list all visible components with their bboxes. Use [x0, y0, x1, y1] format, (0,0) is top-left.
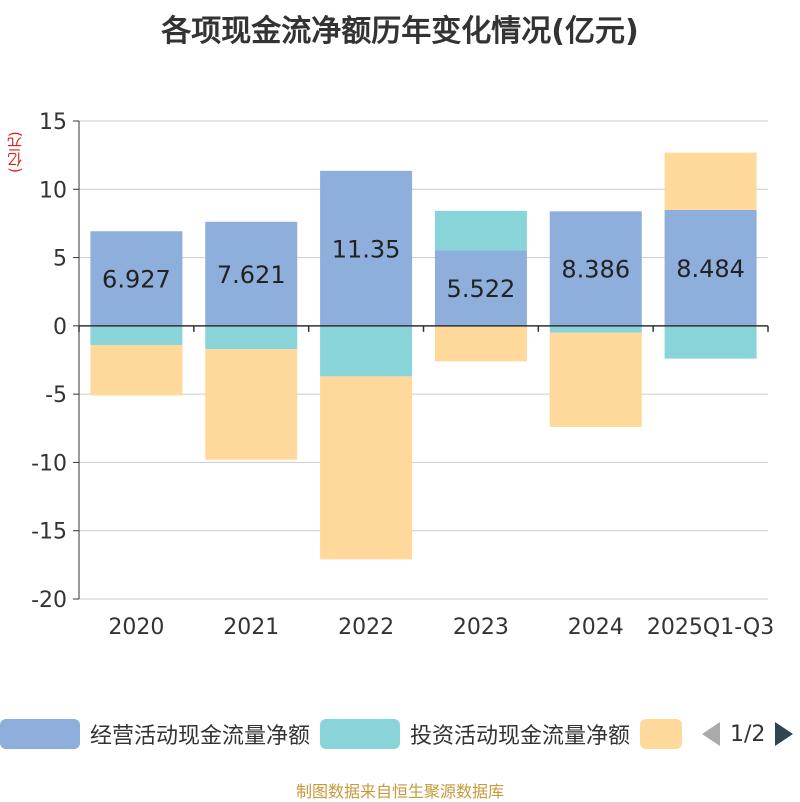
next-page-icon[interactable] — [773, 720, 795, 748]
y-tick-label: -20 — [31, 588, 67, 613]
legend-label-investing: 投资活动现金流量净额 — [410, 724, 631, 749]
legend-item-operating[interactable]: 经营活动现金流量净额 — [0, 712, 310, 756]
bar-筹资活动现金流量净额-2021 — [205, 349, 298, 460]
x-tick-label-2020: 2020 — [108, 615, 164, 640]
y-tick-label: -5 — [45, 383, 67, 408]
chart-title: 各项现金流净额历年变化情况(亿元) — [161, 14, 639, 49]
bar-经营活动现金流量净额-2022 — [320, 170, 413, 326]
bar-筹资活动现金流量净额-2022 — [320, 376, 413, 560]
y-tick-label: 0 — [53, 315, 67, 340]
x-tick-label-2021: 2021 — [223, 615, 279, 640]
y-tick-label: -15 — [31, 520, 67, 545]
data-label-2023: 5.522 — [447, 275, 516, 303]
data-label-2020: 6.927 — [102, 266, 171, 294]
data-label-2024: 8.386 — [561, 256, 630, 284]
bar-投资活动现金流量净额-2022 — [320, 325, 413, 377]
bar-投资活动现金流量净额-2025Q1-Q3 — [664, 325, 757, 359]
legend-swatch-operating — [0, 719, 80, 749]
y-tick-label: 5 — [53, 247, 67, 272]
data-label-2022: 11.35 — [332, 235, 401, 263]
bar-投资活动现金流量净额-2023 — [434, 210, 527, 251]
chart-area: 15 10 5 0 -5 -10 -15 -20 6.927 7.621 11.35 5.522 8.3… — [31, 110, 774, 640]
legend-swatch-financing — [640, 719, 682, 749]
bar-经营活动现金流量净额-2021 — [205, 221, 298, 326]
y-tick-label: 10 — [39, 178, 67, 203]
y-tick-label: -10 — [31, 451, 67, 476]
data-label-2021: 7.621 — [217, 261, 286, 289]
legend-item-investing[interactable]: 投资活动现金流量净额 — [320, 712, 630, 756]
bar-投资活动现金流量净额-2021 — [205, 325, 298, 350]
legend-label-operating: 经营活动现金流量净额 — [90, 724, 311, 749]
bar-经营活动现金流量净额-2024 — [549, 211, 642, 326]
bar-筹资活动现金流量净额-2024 — [549, 332, 642, 427]
legend-page-indicator: 1/2 — [730, 721, 766, 747]
x-tick-label-2023: 2023 — [453, 615, 509, 640]
x-tick-label-2025Q1-Q3: 2025Q1-Q3 — [647, 615, 774, 640]
bar-经营活动现金流量净额-2025Q1-Q3 — [664, 209, 757, 326]
legend-pager: 1/2 — [700, 712, 795, 756]
x-tick-label-2024: 2024 — [568, 615, 624, 640]
data-source-footer: 制图数据来自恒生聚源数据库 — [295, 782, 504, 801]
bar-筹资活动现金流量净额-2023 — [434, 325, 527, 362]
legend-item-financing[interactable] — [640, 712, 682, 756]
bar-经营活动现金流量净额-2023 — [434, 250, 527, 326]
y-tick-label: 15 — [39, 110, 67, 135]
bar-经营活动现金流量净额-2020 — [90, 231, 183, 326]
legend-swatch-investing — [320, 719, 400, 749]
bar-筹资活动现金流量净额-2020 — [90, 344, 183, 396]
legend: 经营活动现金流量净额 投资活动现金流量净额 1/2 — [0, 712, 800, 756]
data-label-2025Q1-Q3: 8.484 — [676, 255, 745, 283]
prev-page-icon[interactable] — [700, 720, 722, 748]
bar-筹资活动现金流量净额-2025Q1-Q3 — [664, 152, 757, 210]
bar-投资活动现金流量净额-2024 — [549, 325, 642, 333]
x-tick-label-2022: 2022 — [338, 615, 394, 640]
bar-投资活动现金流量净额-2020 — [90, 325, 183, 345]
